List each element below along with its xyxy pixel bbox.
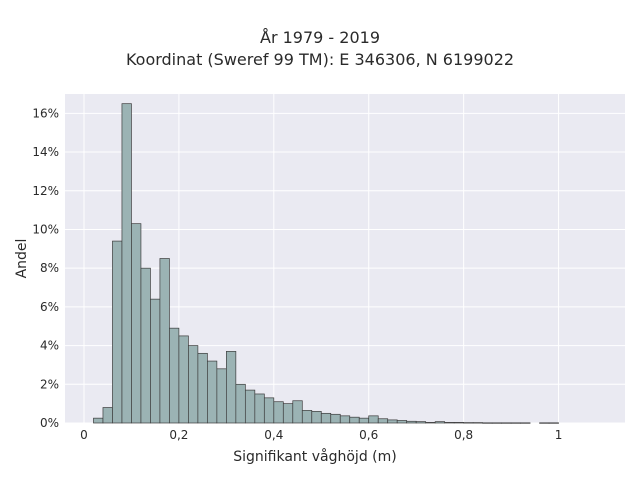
- histogram-bar: [263, 397, 275, 424]
- histogram-bar: [548, 422, 559, 424]
- x-tick-label: 0: [80, 428, 88, 442]
- histogram-bar: [216, 368, 227, 424]
- histogram-bar: [169, 327, 180, 424]
- histogram-bar: [387, 419, 398, 424]
- histogram-bar: [131, 223, 142, 424]
- histogram-bar: [226, 351, 237, 424]
- x-axis-label: Signifikant våghöjd (m): [233, 448, 396, 465]
- x-tick-label: 0,8: [454, 428, 473, 442]
- histogram-bar: [121, 103, 132, 424]
- histogram-bar: [453, 422, 464, 424]
- y-tick-label: 12%: [32, 184, 59, 198]
- x-tick-label: 1: [555, 428, 563, 442]
- y-tick-label: 8%: [40, 261, 59, 275]
- histogram-bar: [510, 422, 521, 424]
- y-tick-label: 16%: [32, 106, 59, 120]
- histogram-bar: [501, 422, 512, 424]
- histogram-bar: [482, 422, 493, 424]
- histogram-bar: [301, 410, 313, 424]
- histogram-bar: [178, 335, 189, 424]
- histogram-bar: [406, 420, 417, 424]
- histogram-bar: [292, 400, 303, 424]
- y-tick-label: 14%: [32, 145, 59, 159]
- histogram-bar: [539, 422, 550, 424]
- histogram-bar: [444, 422, 455, 424]
- y-tick-label: 10%: [32, 222, 59, 236]
- histogram-bar: [282, 403, 294, 424]
- histogram-bar: [520, 422, 531, 424]
- histogram-bar: [377, 418, 389, 424]
- histogram-bar: [140, 267, 151, 424]
- histogram-bar: [358, 417, 370, 424]
- histogram-bar: [396, 420, 408, 424]
- x-axis-ticks: 0 0,2 0,4 0,6 0,8 1: [80, 428, 562, 442]
- histogram-bar: [207, 360, 218, 424]
- chart-title: År 1979 - 2019: [260, 28, 380, 47]
- histogram-bar: [244, 389, 256, 424]
- histogram-bar: [491, 422, 502, 424]
- histogram-bar: [330, 413, 341, 424]
- histogram-bars: [93, 103, 559, 424]
- histogram-bar: [102, 407, 113, 424]
- y-axis-label: Andel: [14, 239, 30, 279]
- histogram-bar: [415, 421, 427, 424]
- histogram-bar: [320, 412, 332, 424]
- chart-subtitle: Koordinat (Sweref 99 TM): E 346306, N 61…: [125, 50, 515, 69]
- y-tick-label: 4%: [40, 339, 59, 353]
- histogram-bar: [188, 345, 199, 424]
- histogram-bar: [93, 417, 104, 424]
- histogram-bar: [254, 393, 265, 424]
- histogram-bar: [311, 411, 322, 424]
- histogram-bar: [425, 422, 436, 424]
- histogram-bar: [434, 421, 446, 424]
- histogram-bar: [368, 415, 379, 424]
- x-tick-label: 0,6: [359, 428, 378, 442]
- y-tick-label: 6%: [40, 300, 59, 314]
- histogram-bar: [159, 258, 170, 424]
- histogram-bar: [472, 422, 483, 424]
- y-tick-label: 0%: [40, 416, 59, 430]
- histogram-bar: [150, 298, 161, 424]
- histogram-bar: [197, 352, 208, 424]
- histogram-bar: [273, 401, 284, 424]
- y-tick-label: 2%: [40, 377, 59, 391]
- x-tick-label: 0,4: [264, 428, 283, 442]
- x-tick-label: 0,2: [169, 428, 188, 442]
- y-axis-ticks: 0% 2% 4% 6% 8% 10% 12% 14% 16%: [32, 106, 59, 430]
- histogram-bar: [235, 383, 246, 424]
- histogram-bar: [349, 416, 360, 424]
- histogram-bar: [339, 415, 351, 424]
- histogram-bar: [112, 240, 123, 424]
- histogram-bar: [463, 422, 474, 424]
